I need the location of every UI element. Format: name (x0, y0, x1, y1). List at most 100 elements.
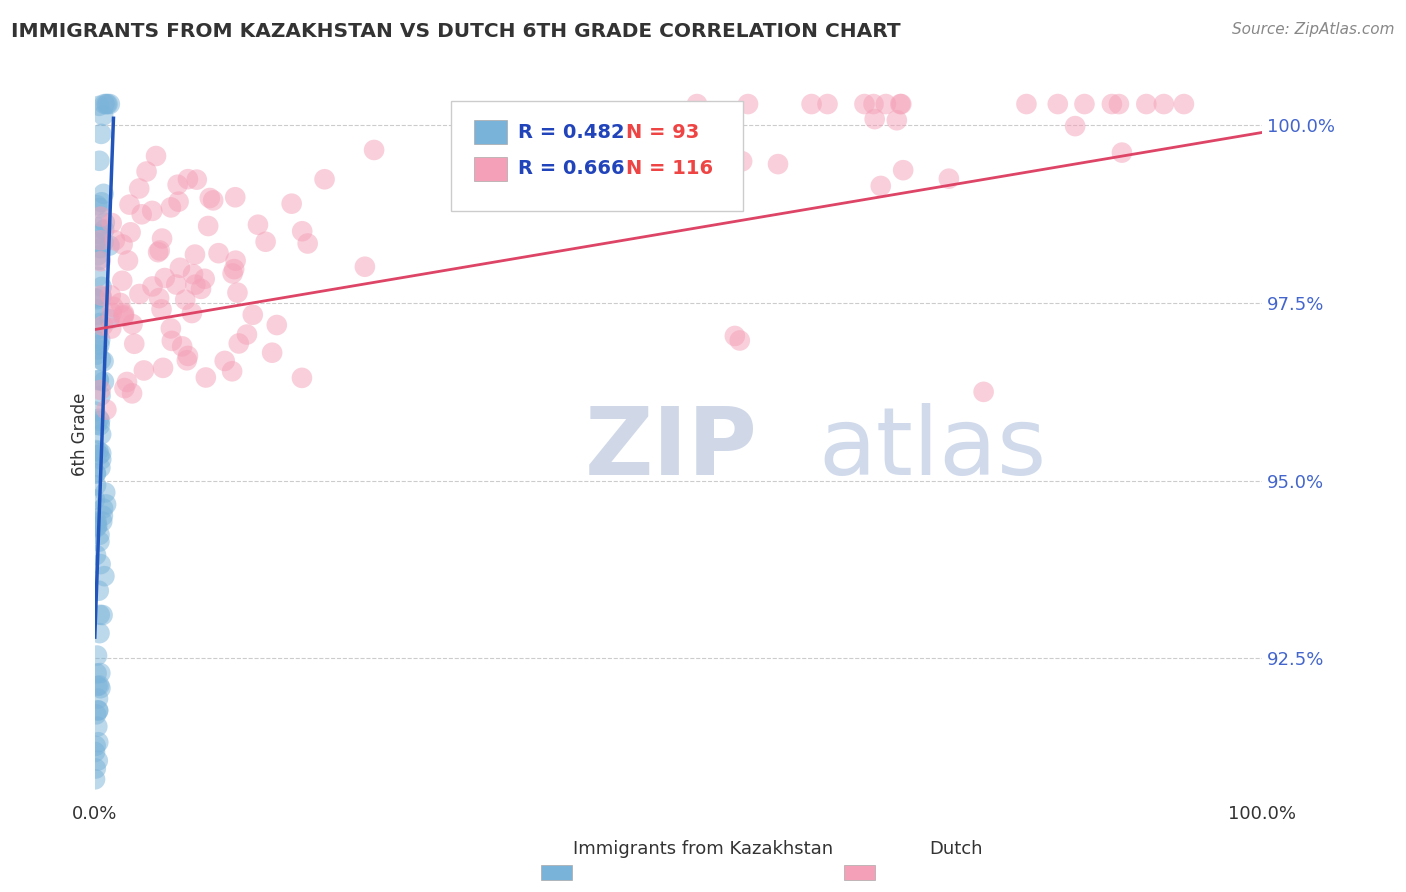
Point (115, 375, 138, 389)
Point (87, 754, 110, 768)
Point (1111, 145, 1133, 160)
Point (228, 336, 250, 351)
Point (224, 262, 246, 277)
Point (973, 384, 995, 399)
Point (87, 704, 110, 718)
Text: N = 116: N = 116 (626, 159, 713, 178)
Point (817, 97, 839, 112)
Text: Immigrants from Kazakhstan: Immigrants from Kazakhstan (572, 840, 834, 858)
Point (89, 666, 111, 681)
Bar (474, 157, 506, 180)
Point (89, 316, 111, 330)
Text: R = 0.666: R = 0.666 (519, 159, 638, 178)
Point (686, 97, 709, 112)
Text: Source: ZipAtlas.com: Source: ZipAtlas.com (1232, 22, 1395, 37)
Point (160, 321, 183, 335)
Point (90, 195, 112, 210)
Point (93, 186, 115, 201)
Text: atlas: atlas (818, 403, 1046, 495)
Point (84, 772, 107, 787)
Point (86, 519, 108, 533)
Point (141, 203, 163, 218)
Point (150, 302, 173, 317)
Point (938, 171, 960, 186)
Point (169, 260, 191, 275)
Point (90, 280, 112, 294)
Point (111, 274, 134, 288)
Point (93, 354, 115, 368)
Point (84, 548, 107, 562)
Point (86, 334, 108, 348)
Point (297, 236, 319, 251)
Point (90, 233, 112, 247)
Point (135, 164, 157, 178)
Point (93, 569, 115, 583)
Point (94, 216, 117, 230)
Point (150, 231, 173, 245)
Point (153, 271, 176, 285)
Point (891, 163, 914, 178)
Point (84, 467, 107, 481)
Point (86, 308, 108, 322)
Point (221, 364, 243, 378)
Point (225, 253, 247, 268)
Point (89, 681, 111, 696)
Point (148, 291, 170, 305)
Point (118, 197, 141, 211)
Point (87, 373, 110, 387)
Point (132, 363, 155, 377)
Point (291, 371, 314, 385)
Point (84, 467, 107, 481)
Point (111, 237, 134, 252)
Point (89, 241, 111, 255)
Point (86, 302, 108, 317)
Point (1073, 97, 1095, 112)
Point (280, 196, 302, 211)
Point (121, 386, 143, 401)
Point (180, 306, 202, 320)
Point (174, 293, 197, 307)
Point (89, 448, 111, 462)
Point (165, 277, 187, 292)
Point (86, 292, 108, 306)
Point (87, 735, 110, 749)
Point (190, 282, 212, 296)
Point (96, 97, 118, 112)
Point (90, 446, 112, 460)
Point (221, 267, 243, 281)
Point (86, 198, 108, 212)
Point (363, 143, 385, 157)
Point (120, 225, 142, 239)
Point (354, 260, 377, 274)
Point (87, 322, 110, 336)
Point (104, 233, 127, 247)
Text: Dutch: Dutch (929, 840, 983, 858)
Point (1135, 97, 1157, 112)
Point (100, 288, 122, 302)
Point (86, 720, 108, 734)
Point (98, 97, 121, 112)
Point (90, 254, 112, 268)
Point (89, 99, 111, 113)
Point (112, 310, 135, 324)
Point (186, 172, 208, 186)
Point (214, 354, 236, 368)
Point (84, 762, 107, 776)
Point (207, 246, 229, 260)
Point (87, 269, 110, 284)
Point (84, 404, 107, 418)
FancyBboxPatch shape (451, 102, 742, 211)
Point (122, 336, 145, 351)
Point (114, 381, 136, 395)
Point (172, 339, 194, 353)
Point (100, 321, 122, 335)
Point (86, 248, 108, 262)
Point (98, 238, 121, 252)
Point (93, 235, 115, 249)
Point (86, 679, 108, 693)
Point (177, 172, 200, 186)
Point (103, 300, 125, 314)
Point (314, 172, 336, 186)
Point (86, 417, 108, 432)
Point (90, 352, 112, 367)
